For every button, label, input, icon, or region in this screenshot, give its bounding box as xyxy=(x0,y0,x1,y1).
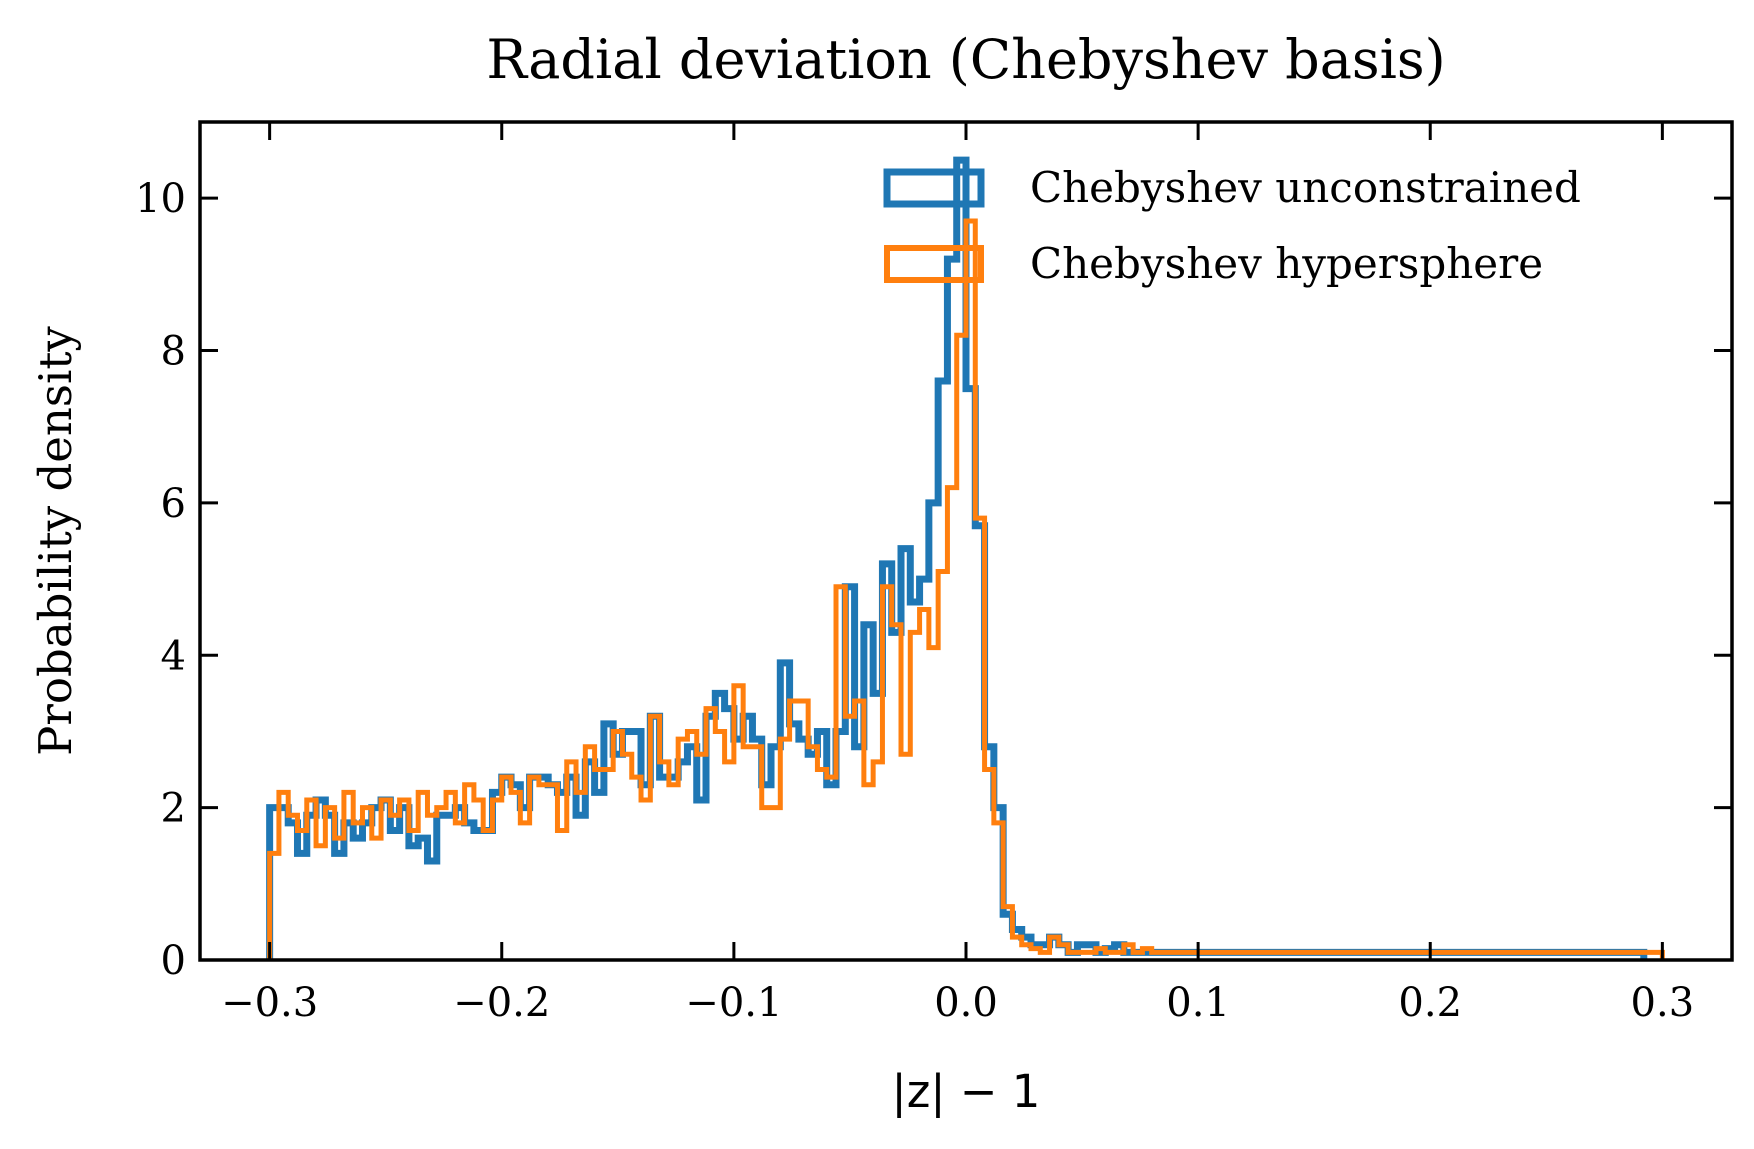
legend-swatch-hypersphere xyxy=(884,245,984,283)
y-tick-label: 8 xyxy=(161,329,186,375)
y-tick-label: 2 xyxy=(161,786,186,832)
y-tick-label: 4 xyxy=(161,633,186,679)
x-tick-label: 0.3 xyxy=(1631,980,1695,1026)
series-layer xyxy=(266,156,1665,960)
y-tick-label: 10 xyxy=(135,176,186,222)
x-tick-label: −0.2 xyxy=(453,980,550,1026)
y-tick-label: 0 xyxy=(161,938,186,984)
x-axis-label: |z| − 1 xyxy=(892,1065,1041,1118)
x-tick-label: 0.1 xyxy=(1166,980,1230,1026)
y-tick-label: 6 xyxy=(161,481,186,527)
chart-title: Radial deviation (Chebyshev basis) xyxy=(486,28,1445,91)
legend: Chebyshev unconstrained Chebyshev hypersp… xyxy=(883,163,1581,288)
legend-label-hypersphere: Chebyshev hypersphere xyxy=(1030,239,1543,288)
y-axis-label: Probability density xyxy=(29,326,82,756)
x-tick-label: 0.2 xyxy=(1398,980,1462,1026)
legend-label-unconstrained: Chebyshev unconstrained xyxy=(1030,163,1581,212)
ticks-layer: −0.3 −0.2 −0.1 0.0 0.1 0.2 0.3 0 2 4 6 8 10 xyxy=(135,122,1732,1026)
x-tick-label: 0.0 xyxy=(934,980,998,1026)
x-tick-label: −0.3 xyxy=(221,980,318,1026)
legend-swatch-unconstrained xyxy=(883,168,985,208)
series-line-hypersphere xyxy=(267,218,1665,960)
x-tick-label: −0.1 xyxy=(685,980,782,1026)
